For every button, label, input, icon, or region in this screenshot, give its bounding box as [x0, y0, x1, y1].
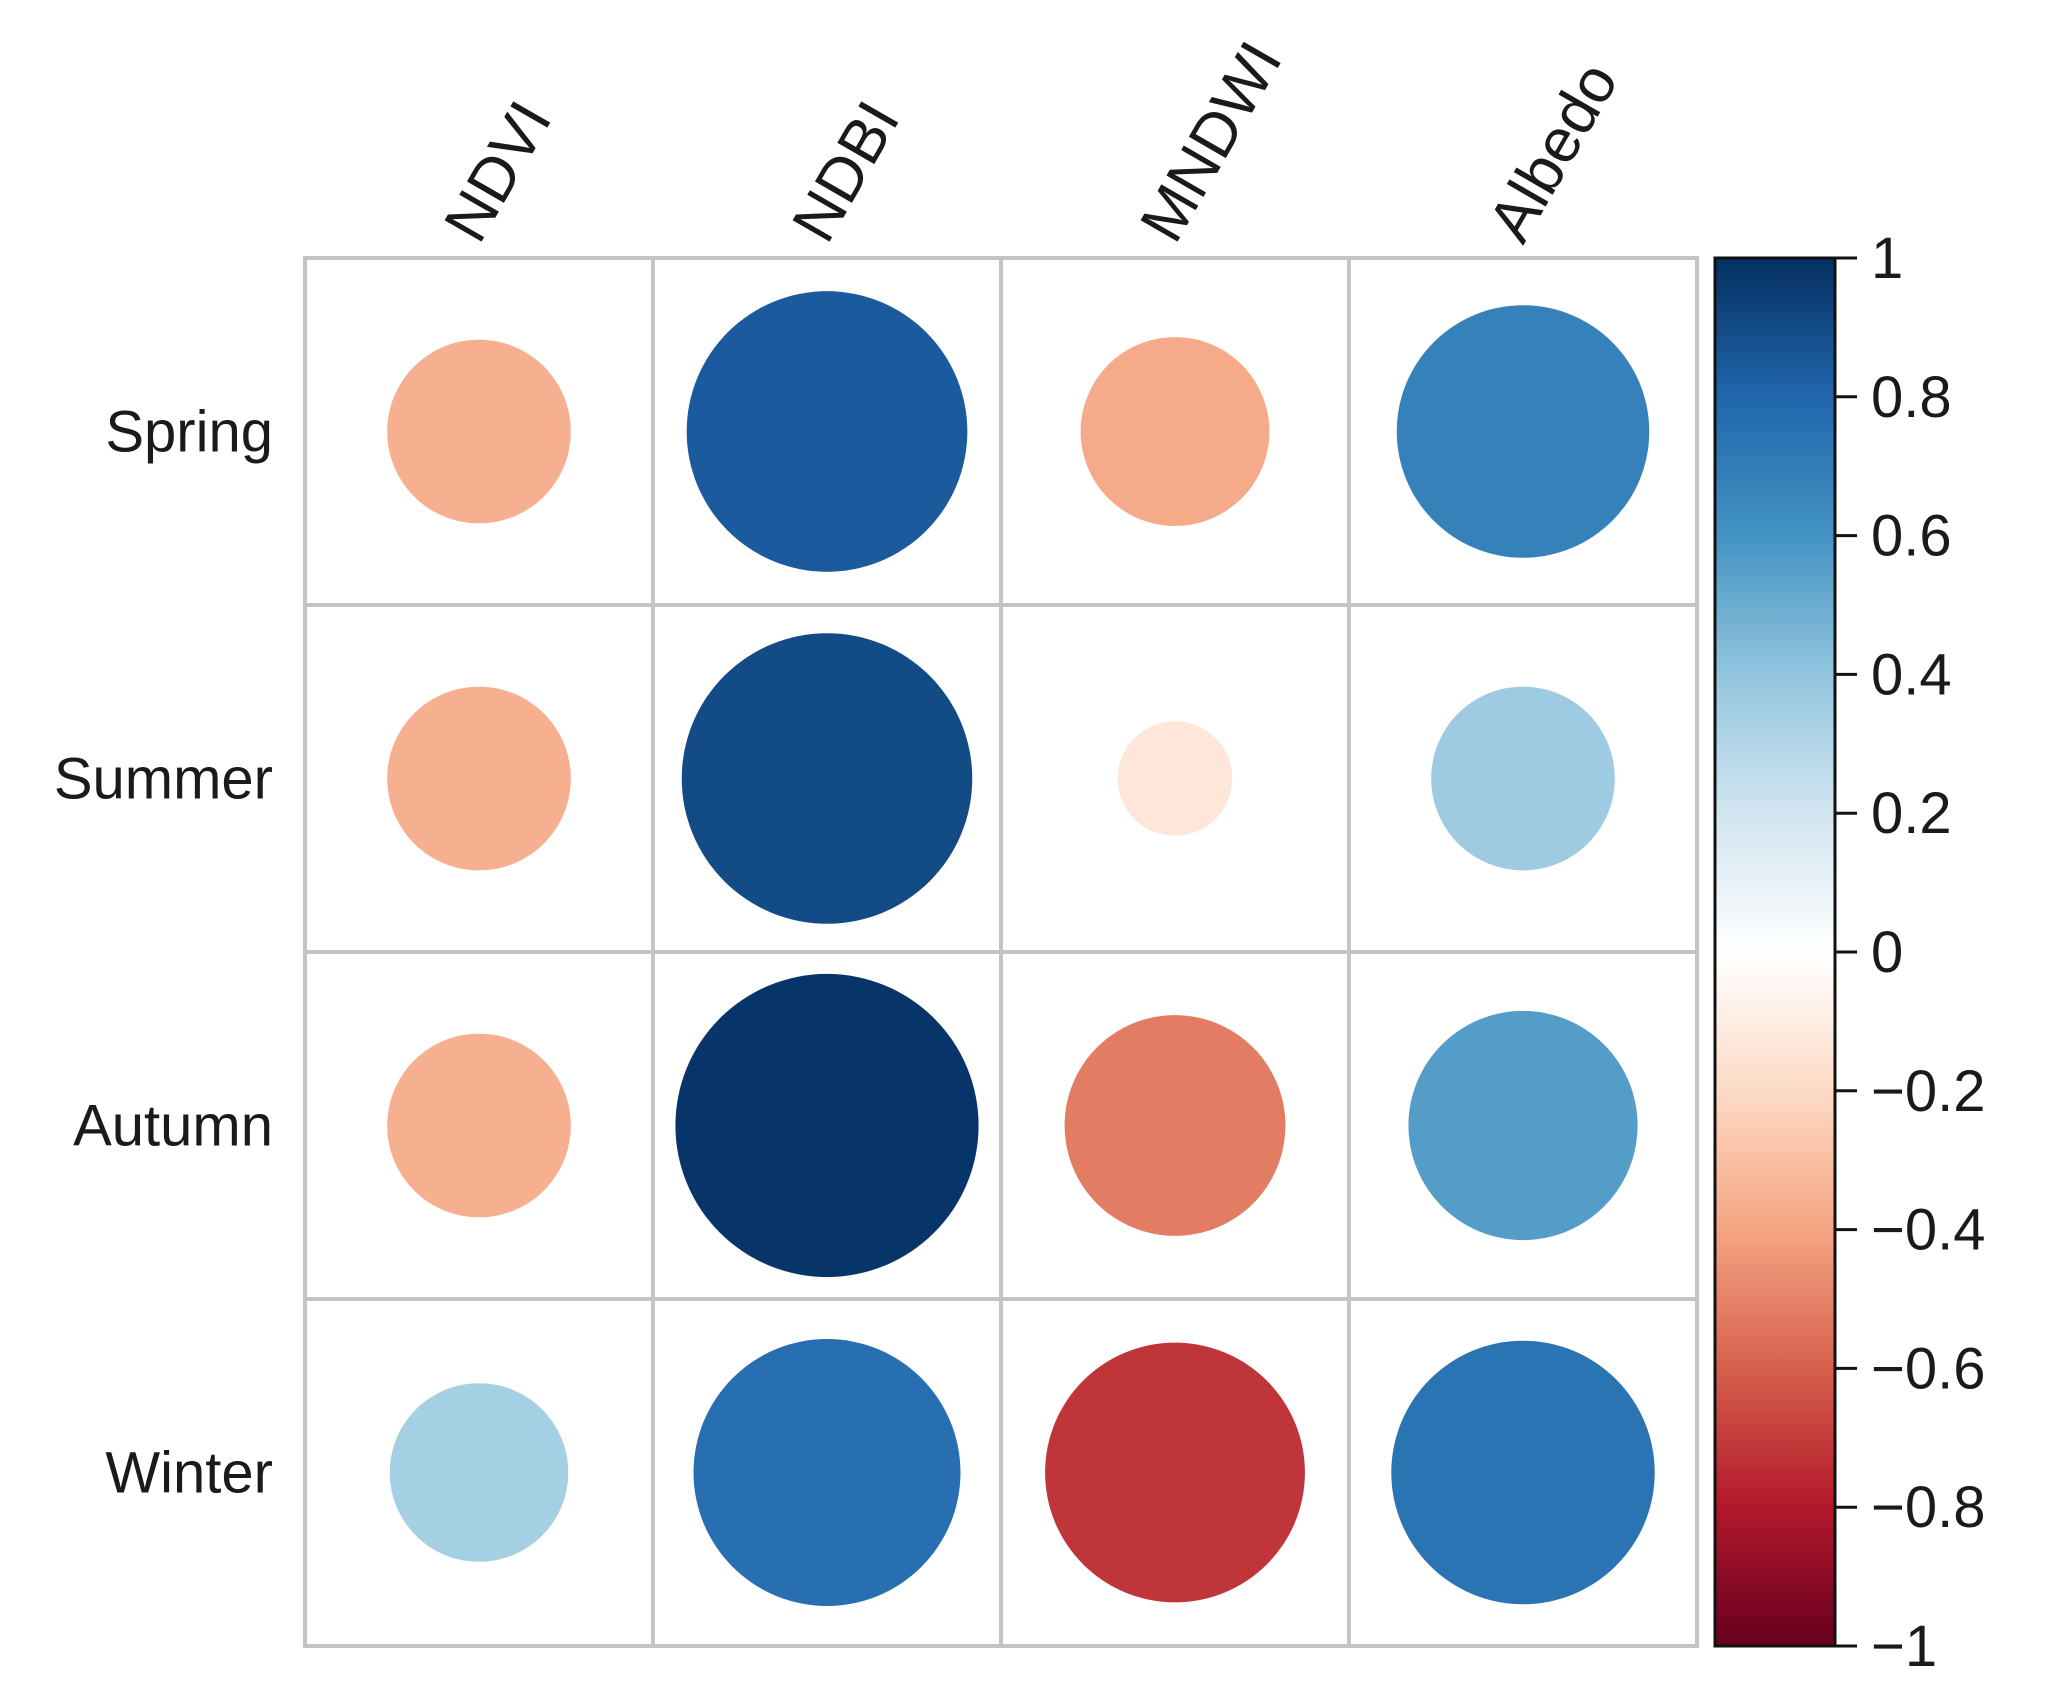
grid-layer	[303, 256, 1699, 1648]
corr-circle-autumn-ndbi	[675, 973, 979, 1278]
corr-circle-autumn-ndvi	[387, 1033, 571, 1218]
corr-circle-winter-ndvi	[389, 1383, 569, 1562]
colorbar-scale	[1715, 258, 1835, 1646]
corr-circle-winter-ndbi	[693, 1339, 961, 1606]
column-label-ndbi: NDBI	[779, 90, 913, 253]
colorbar-tick-label: 0.2	[1871, 781, 1952, 846]
colorbar-tick-label: 1	[1871, 226, 1903, 291]
colorbar-ticks: 1 0.8 0.6 0.4 0.2 0 −0.2 −0.4 −0.6 −0.8 −1	[1835, 226, 1986, 1679]
row-label-summer: Summer	[54, 747, 273, 812]
corr-circle-winter-mndwi	[1045, 1342, 1305, 1603]
corr-circle-spring-ndbi	[686, 291, 968, 572]
colorbar-tick-label: −0.8	[1871, 1475, 1986, 1540]
corr-circle-summer-albedo	[1431, 686, 1615, 871]
corr-circle-spring-ndvi	[387, 339, 571, 524]
column-label-ndvi: NDVI	[431, 90, 565, 253]
corr-circle-winter-albedo	[1391, 1340, 1655, 1605]
corr-circle-summer-ndvi	[387, 686, 571, 871]
row-label-autumn: Autumn	[73, 1094, 273, 1159]
colorbar-tick-label: −0.2	[1871, 1059, 1986, 1124]
row-labels: Spring Summer Autumn Winter	[54, 400, 273, 1506]
corr-circle-summer-ndbi	[681, 633, 973, 924]
row-label-winter: Winter	[105, 1441, 273, 1506]
column-label-mndwi: MNDWI	[1127, 31, 1295, 253]
circles-layer	[387, 291, 1655, 1606]
corr-circle-spring-albedo	[1396, 305, 1650, 558]
corr-circle-autumn-mndwi	[1064, 1015, 1286, 1236]
corr-circle-summer-mndwi	[1117, 721, 1233, 836]
column-label-albedo: Albedo	[1475, 51, 1631, 253]
corr-circle-spring-mndwi	[1080, 337, 1270, 526]
colorbar-tick-label: −0.6	[1871, 1336, 1986, 1401]
colorbar-tick-label: −1	[1871, 1614, 1937, 1679]
colorbar-tick-label: 0.6	[1871, 504, 1952, 569]
column-labels: NDVI NDBI MNDWI Albedo	[431, 31, 1631, 253]
row-label-spring: Spring	[105, 400, 273, 465]
colorbar-tick-label: 0.4	[1871, 642, 1952, 707]
corr-circle-autumn-albedo	[1408, 1010, 1638, 1241]
colorbar-tick-label: 0.8	[1871, 365, 1952, 430]
colorbar-tick-label: −0.4	[1871, 1198, 1986, 1263]
colorbar: 1 0.8 0.6 0.4 0.2 0 −0.2 −0.4 −0.6 −0.8 −1	[1713, 226, 1986, 1679]
colorbar-tick-label: 0	[1871, 920, 1903, 985]
